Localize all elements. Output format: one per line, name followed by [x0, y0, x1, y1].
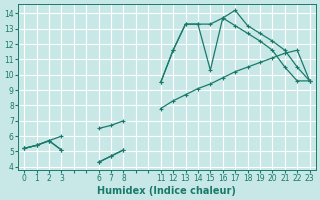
X-axis label: Humidex (Indice chaleur): Humidex (Indice chaleur) — [98, 186, 236, 196]
